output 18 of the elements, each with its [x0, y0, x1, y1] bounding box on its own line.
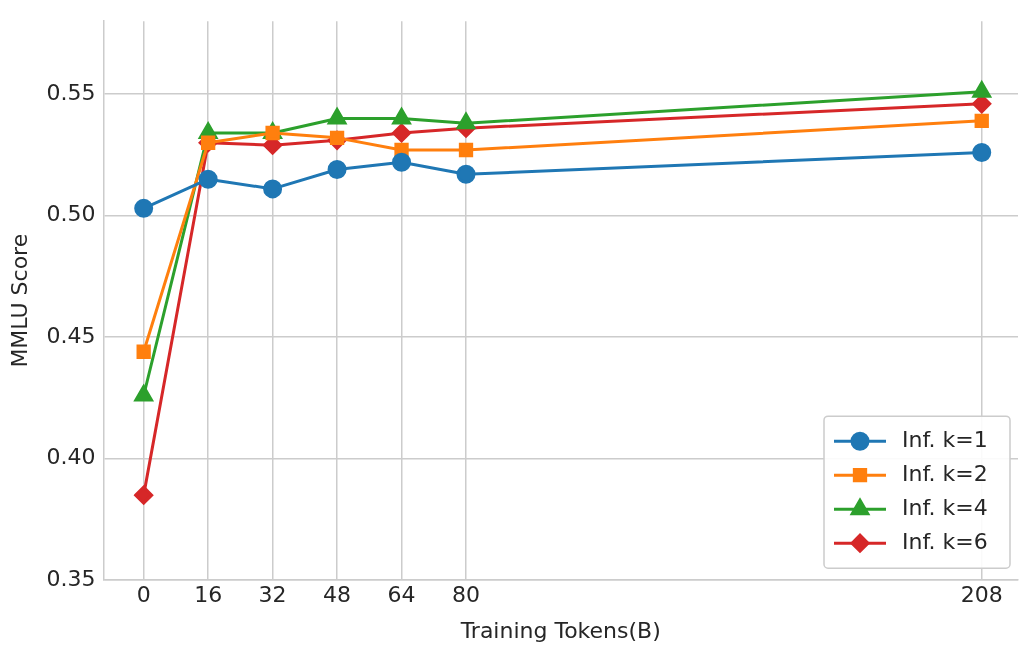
x-tick-label: 16 — [194, 582, 223, 608]
x-tick-label: 64 — [387, 582, 416, 608]
x-tick-label: 80 — [452, 582, 481, 608]
y-tick-label: 0.40 — [46, 444, 96, 470]
y-tick-label: 0.35 — [46, 565, 96, 591]
legend-label: Inf. k=1 — [902, 426, 988, 452]
x-tick-label: 48 — [323, 582, 352, 608]
y-tick-label: 0.45 — [46, 322, 96, 348]
legend-label: Inf. k=4 — [902, 494, 988, 520]
y-tick-label: 0.50 — [46, 201, 96, 227]
x-tick-label: 0 — [136, 582, 151, 608]
legend-label: Inf. k=2 — [902, 460, 988, 486]
y-axis-title: MMLU Score — [6, 233, 32, 368]
x-axis-title: Training Tokens(B) — [459, 617, 661, 643]
y-tick-label: 0.55 — [46, 79, 96, 105]
x-tick-label: 32 — [258, 582, 287, 608]
x-tick-label: 208 — [960, 582, 1003, 608]
legend-label: Inf. k=6 — [902, 528, 988, 554]
